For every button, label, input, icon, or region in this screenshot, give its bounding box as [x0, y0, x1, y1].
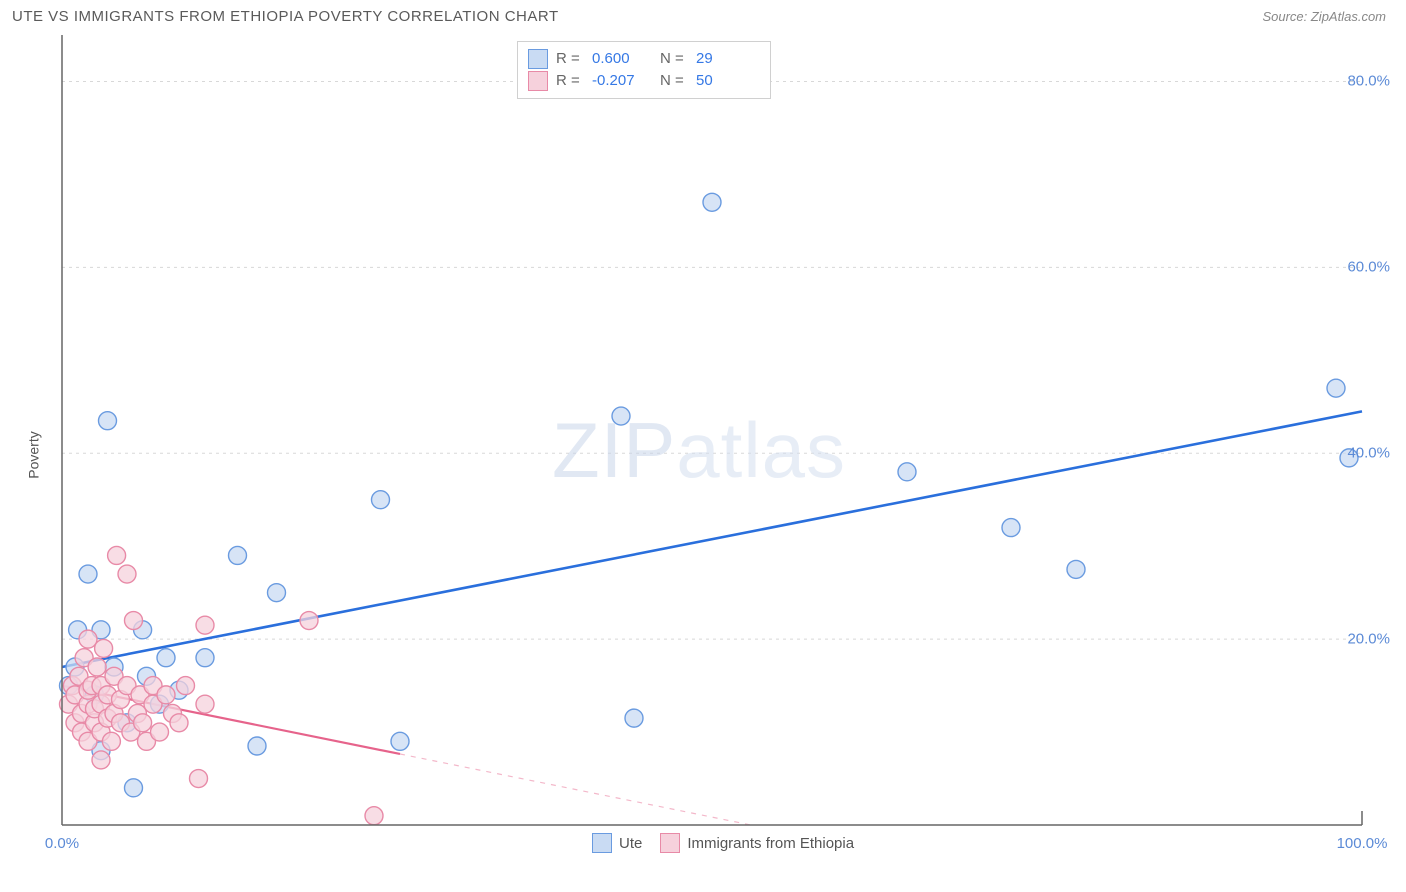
data-point: [1002, 519, 1020, 537]
data-point: [95, 639, 113, 657]
legend-swatch: [528, 49, 548, 69]
legend-swatch: [592, 833, 612, 853]
data-point: [118, 565, 136, 583]
data-point: [157, 686, 175, 704]
series-legend: Ute Immigrants from Ethiopia: [592, 833, 854, 853]
data-point: [703, 193, 721, 211]
data-point: [365, 807, 383, 825]
data-point: [157, 649, 175, 667]
scatter-plot: [12, 35, 1382, 855]
y-tick-label: 20.0%: [1347, 631, 1390, 648]
x-tick-label: 100.0%: [1337, 835, 1388, 852]
legend-label: Ute: [619, 835, 642, 852]
y-tick-label: 80.0%: [1347, 73, 1390, 90]
data-point: [79, 565, 97, 583]
data-point: [1327, 379, 1345, 397]
data-point: [99, 412, 117, 430]
data-point: [134, 714, 152, 732]
data-point: [79, 630, 97, 648]
data-point: [177, 677, 195, 695]
y-tick-label: 40.0%: [1347, 445, 1390, 462]
data-point: [300, 612, 318, 630]
data-point: [88, 658, 106, 676]
data-point: [268, 584, 286, 602]
data-point: [372, 491, 390, 509]
x-tick-label: 0.0%: [45, 835, 79, 852]
data-point: [190, 770, 208, 788]
data-point: [1067, 560, 1085, 578]
data-point: [170, 714, 188, 732]
correlation-legend: R = 0.600N = 29R = -0.207N = 50: [517, 41, 771, 99]
data-point: [125, 612, 143, 630]
data-point: [196, 649, 214, 667]
data-point: [248, 737, 266, 755]
data-point: [625, 709, 643, 727]
legend-swatch: [660, 833, 680, 853]
data-point: [196, 616, 214, 634]
y-tick-label: 60.0%: [1347, 259, 1390, 276]
data-point: [92, 751, 110, 769]
data-point: [108, 546, 126, 564]
data-point: [229, 546, 247, 564]
chart-title: UTE VS IMMIGRANTS FROM ETHIOPIA POVERTY …: [12, 8, 559, 25]
data-point: [391, 732, 409, 750]
chart-area: Poverty ZIPatlas 20.0%40.0%60.0%80.0%0.0…: [12, 35, 1386, 875]
data-point: [612, 407, 630, 425]
data-point: [898, 463, 916, 481]
data-point: [125, 779, 143, 797]
y-axis-label: Poverty: [26, 431, 42, 478]
source-label: Source: ZipAtlas.com: [1262, 9, 1386, 24]
legend-item: Immigrants from Ethiopia: [660, 833, 854, 853]
data-point: [102, 732, 120, 750]
legend-swatch: [528, 71, 548, 91]
data-point: [151, 723, 169, 741]
data-point: [196, 695, 214, 713]
legend-item: Ute: [592, 833, 642, 853]
legend-label: Immigrants from Ethiopia: [687, 835, 854, 852]
